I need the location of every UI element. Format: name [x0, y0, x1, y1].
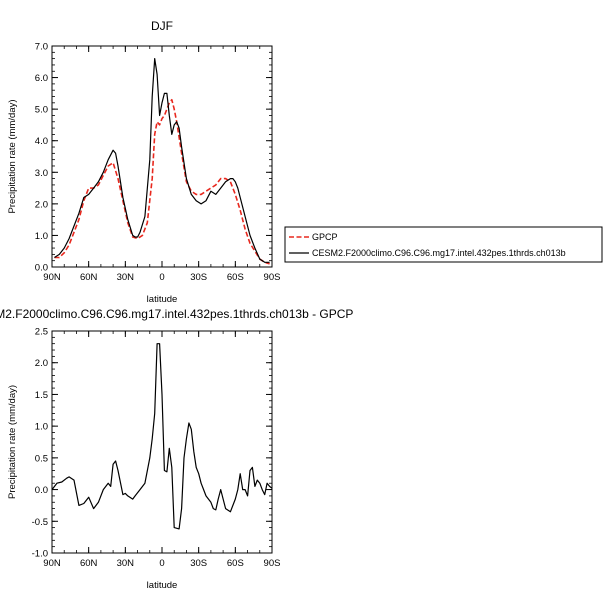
x-tick-label: 60S [227, 272, 244, 283]
legend: GPCP CESM2.F2000climo.C96.C96.mg17.intel… [284, 226, 603, 263]
x-tick-label: 0 [159, 272, 164, 283]
bottom-y-axis-label: Precipitation rate (mm/day) [7, 385, 18, 499]
y-tick-label: 2.0 [35, 199, 48, 210]
series-line-gpcp [54, 98, 270, 265]
x-tick-label: 60N [80, 272, 98, 283]
x-tick-label: 60S [227, 558, 244, 569]
legend-box [284, 226, 603, 263]
x-tick-label: 30S [190, 558, 207, 569]
y-tick-label: 1.0 [35, 231, 48, 242]
x-tick-label: 30S [190, 272, 207, 283]
y-tick-label: 7.0 [35, 42, 48, 53]
y-tick-label: 2.5 [35, 327, 48, 338]
y-tick-label: 0.0 [35, 485, 48, 496]
x-tick-label: 90S [264, 272, 281, 283]
top-x-axis-label: latitude [147, 294, 178, 305]
x-tick-label: 90N [43, 558, 61, 569]
y-tick-label: 2.0 [35, 358, 48, 369]
y-tick-label: 4.0 [35, 136, 48, 147]
plot-frame [51, 45, 273, 268]
y-tick-label: -0.5 [32, 517, 48, 528]
x-tick-label: 30N [117, 558, 135, 569]
plot-panel-1: 90N 60N 30N 0 30S 60S 90S -1.0 -0.5 0.0 0.5 1.0 1.5 2… [32, 327, 281, 570]
y-tick-label: 6.0 [35, 73, 48, 84]
y-tick-label: -1.0 [32, 549, 48, 560]
x-tick-label: 90S [264, 558, 281, 569]
y-tick-label: 1.0 [35, 422, 48, 433]
plot-frame [51, 330, 273, 554]
y-tick-label: 0.0 [35, 263, 48, 274]
y-tick-label: 3.0 [35, 168, 48, 179]
x-tick-label: 0 [159, 558, 164, 569]
bottom-x-axis-label: latitude [147, 580, 178, 591]
x-tick-label: 30N [117, 272, 135, 283]
top-y-axis-label: Precipitation rate (mm/day) [7, 99, 18, 213]
series-line-model [54, 57, 270, 263]
bottom-chart-title: CESM2.F2000climo.C96.C96.mg17.intel.432p… [0, 307, 353, 321]
y-tick-label: 0.5 [35, 453, 48, 464]
x-tick-label: 60N [80, 558, 98, 569]
top-chart-title: DJF [151, 19, 173, 33]
series-line-difference [51, 343, 273, 530]
plot-panel-0: 90N 60N 30N 0 30S 60S 90S 0.0 1.0 2.0 3.0 4.0 5.0 6.0… [35, 42, 281, 284]
legend-label-model: CESM2.F2000climo.C96.C96.mg17.intel.432p… [312, 248, 566, 258]
y-tick-label: 1.5 [35, 390, 48, 401]
y-tick-label: 5.0 [35, 105, 48, 116]
legend-label-gpcp: GPCP [312, 232, 338, 242]
x-tick-label: 90N [43, 272, 61, 283]
